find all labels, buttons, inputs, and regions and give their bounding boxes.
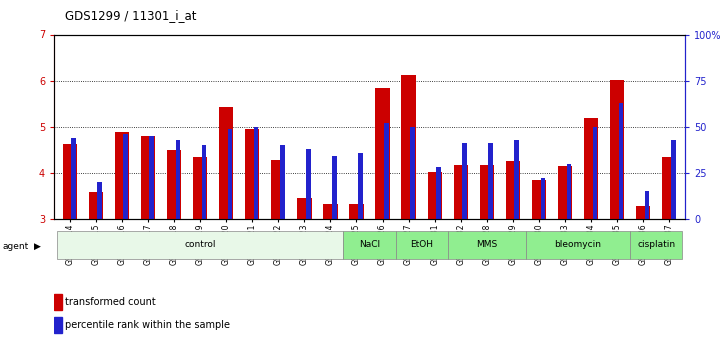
Bar [193, 157, 207, 219]
Bar [671, 140, 676, 219]
Bar [63, 144, 77, 219]
Bar [245, 129, 260, 219]
Bar [428, 172, 442, 219]
Bar [141, 136, 155, 219]
FancyBboxPatch shape [343, 231, 396, 259]
Bar [662, 157, 676, 219]
Bar [488, 144, 493, 219]
Bar [436, 167, 441, 219]
Bar [402, 75, 416, 219]
Bar [619, 103, 624, 219]
Text: transformed count: transformed count [65, 297, 156, 307]
Bar [71, 138, 76, 219]
Bar [515, 140, 519, 219]
Bar [349, 204, 363, 219]
Text: EtOH: EtOH [410, 240, 433, 249]
Bar [202, 145, 206, 219]
Text: cisplatin: cisplatin [637, 240, 676, 249]
Bar [89, 192, 103, 219]
Bar [636, 206, 650, 219]
FancyBboxPatch shape [448, 231, 526, 259]
FancyBboxPatch shape [57, 231, 343, 259]
Bar [384, 123, 389, 219]
FancyBboxPatch shape [526, 231, 630, 259]
FancyBboxPatch shape [630, 231, 682, 259]
Bar [323, 204, 337, 219]
Bar [254, 127, 258, 219]
Bar [123, 134, 128, 219]
Bar [358, 152, 363, 219]
Bar [167, 150, 181, 219]
Bar [376, 88, 390, 219]
Bar [454, 165, 468, 219]
Bar [479, 165, 494, 219]
Text: GDS1299 / 11301_i_at: GDS1299 / 11301_i_at [65, 9, 196, 22]
Bar [271, 160, 286, 219]
Bar [54, 294, 62, 310]
Bar [54, 317, 62, 333]
Bar [219, 107, 234, 219]
Bar [97, 182, 102, 219]
Bar [462, 144, 467, 219]
Bar [115, 132, 129, 219]
Bar [610, 80, 624, 219]
Bar [297, 198, 311, 219]
Bar [149, 136, 154, 219]
Bar [645, 191, 650, 219]
Bar [532, 180, 546, 219]
Bar [228, 129, 232, 219]
Bar [505, 161, 520, 219]
FancyBboxPatch shape [396, 231, 448, 259]
Bar [280, 145, 285, 219]
Text: control: control [185, 240, 216, 249]
Text: MMS: MMS [476, 240, 497, 249]
Text: agent: agent [2, 242, 28, 251]
Bar [410, 127, 415, 219]
Bar [541, 178, 545, 219]
Bar [584, 118, 598, 219]
Bar [175, 140, 180, 219]
Bar [567, 164, 571, 219]
Text: ▶: ▶ [34, 242, 41, 251]
Bar [558, 166, 572, 219]
Bar [593, 127, 598, 219]
Text: bleomycin: bleomycin [554, 240, 601, 249]
Bar [332, 156, 337, 219]
Bar [306, 149, 311, 219]
Text: NaCl: NaCl [359, 240, 380, 249]
Text: percentile rank within the sample: percentile rank within the sample [65, 320, 230, 330]
